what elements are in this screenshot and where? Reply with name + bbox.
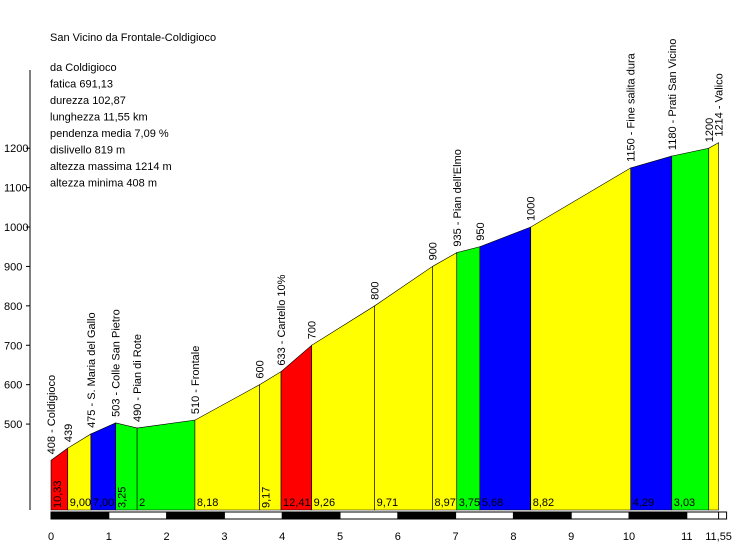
info-line: dislivello 819 m — [50, 145, 125, 157]
x-axis-band — [629, 512, 687, 519]
x-axis-band — [282, 512, 340, 519]
gradient-label: 8,82 — [533, 497, 554, 509]
x-tick-label: 2 — [164, 531, 170, 543]
info-line: da Coldigioco — [50, 62, 117, 74]
gradient-label: 9,00 — [70, 497, 91, 509]
y-tick-label: 1100 — [4, 183, 28, 195]
point-label: 503 - Colle San Pietro — [111, 309, 123, 417]
profile-segment — [530, 167, 632, 511]
y-tick-label: 1200 — [4, 143, 28, 155]
profile-segment — [708, 142, 719, 511]
profile-segment — [432, 252, 458, 511]
point-label: 1180 - Prati San Vicino — [667, 39, 679, 151]
x-tick-label: 10 — [623, 531, 635, 543]
gradient-label: 9,26 — [314, 497, 335, 509]
point-label: 700 — [307, 321, 319, 339]
point-label: 1150 - Fine salita dura — [626, 52, 638, 162]
gradient-label: 10,33 — [52, 480, 64, 508]
y-tick-label: 1000 — [4, 222, 28, 234]
x-axis-band — [397, 512, 456, 519]
point-label: 600 — [255, 360, 267, 378]
y-tick-label: 900 — [4, 261, 22, 273]
profile-segment — [671, 147, 710, 511]
x-tick-label: 1 — [106, 531, 112, 543]
chart-title: San Vicino da Frontale-Coldigioco — [50, 32, 216, 44]
gradient-label: 3,75 — [459, 497, 480, 509]
gradient-label: 3,25 — [117, 487, 129, 508]
gradient-label: 3,03 — [674, 497, 695, 509]
profile-segment — [136, 419, 196, 511]
gradient-label: 9,71 — [377, 497, 398, 509]
profile-segment — [456, 246, 481, 511]
x-tick-label: 6 — [395, 531, 401, 543]
info-line: fatica 691,13 — [50, 79, 113, 91]
point-label: 800 — [370, 281, 382, 299]
x-tick-label: 7 — [453, 531, 459, 543]
point-label: 475 - S. Maria del Gallo — [86, 312, 98, 428]
y-tick-label: 600 — [4, 380, 22, 392]
gradient-label: 7,00 — [93, 497, 114, 509]
x-axis-band — [513, 512, 572, 519]
x-axis-bar — [50, 511, 728, 520]
profile-segment — [479, 226, 532, 511]
gradient-label: 8,97 — [434, 497, 455, 509]
info-line: altezza minima 408 m — [50, 178, 157, 190]
x-tick-label: 11,55 — [705, 531, 732, 543]
point-label: 408 - Coldigioco — [46, 375, 58, 455]
x-tick-label: 0 — [48, 531, 54, 543]
point-label: 439 — [63, 424, 75, 442]
x-axis-band — [51, 512, 109, 519]
gradient-label: 4,29 — [633, 497, 654, 509]
y-tick-label: 800 — [4, 301, 22, 313]
point-label: 633 - Cartello 10% — [276, 274, 288, 365]
y-tick-label: 700 — [4, 340, 22, 352]
x-tick-label: 8 — [510, 531, 516, 543]
gradient-label: 9,17 — [261, 487, 273, 508]
profile-segment — [280, 344, 312, 511]
point-label: 490 - Pian di Rote — [132, 334, 144, 422]
point-label: 950 — [475, 222, 487, 240]
gradient-label: 12,41 — [283, 497, 311, 509]
point-label: 900 — [427, 242, 439, 260]
info-line: pendenza media 7,09 % — [50, 128, 169, 140]
point-label: 510 - Frontale — [190, 346, 202, 414]
x-tick-label: 9 — [568, 531, 574, 543]
point-label: 935 - Pian dell'Elmo — [452, 149, 464, 247]
info-line: lunghezza 11,55 km — [50, 112, 148, 124]
info-line: altezza massima 1214 m — [50, 161, 172, 173]
gradient-label: 8,18 — [197, 497, 218, 509]
gradient-label: 5,68 — [482, 497, 503, 509]
point-label: 1200 — [704, 118, 716, 142]
gradient-label: 2 — [139, 497, 145, 509]
x-tick-label: 5 — [337, 531, 343, 543]
x-axis-band — [166, 512, 225, 519]
info-line: durezza 102,87 — [50, 95, 126, 107]
y-tick-label: 500 — [4, 419, 22, 431]
x-tick-label: 11 — [681, 531, 692, 543]
x-tick-label: 4 — [279, 531, 285, 543]
point-label: 1214 - Valico — [714, 73, 726, 136]
point-label: 1000 — [526, 197, 538, 221]
x-tick-label: 3 — [221, 531, 227, 543]
profile-segment — [630, 155, 673, 511]
profile-segment — [374, 265, 433, 511]
